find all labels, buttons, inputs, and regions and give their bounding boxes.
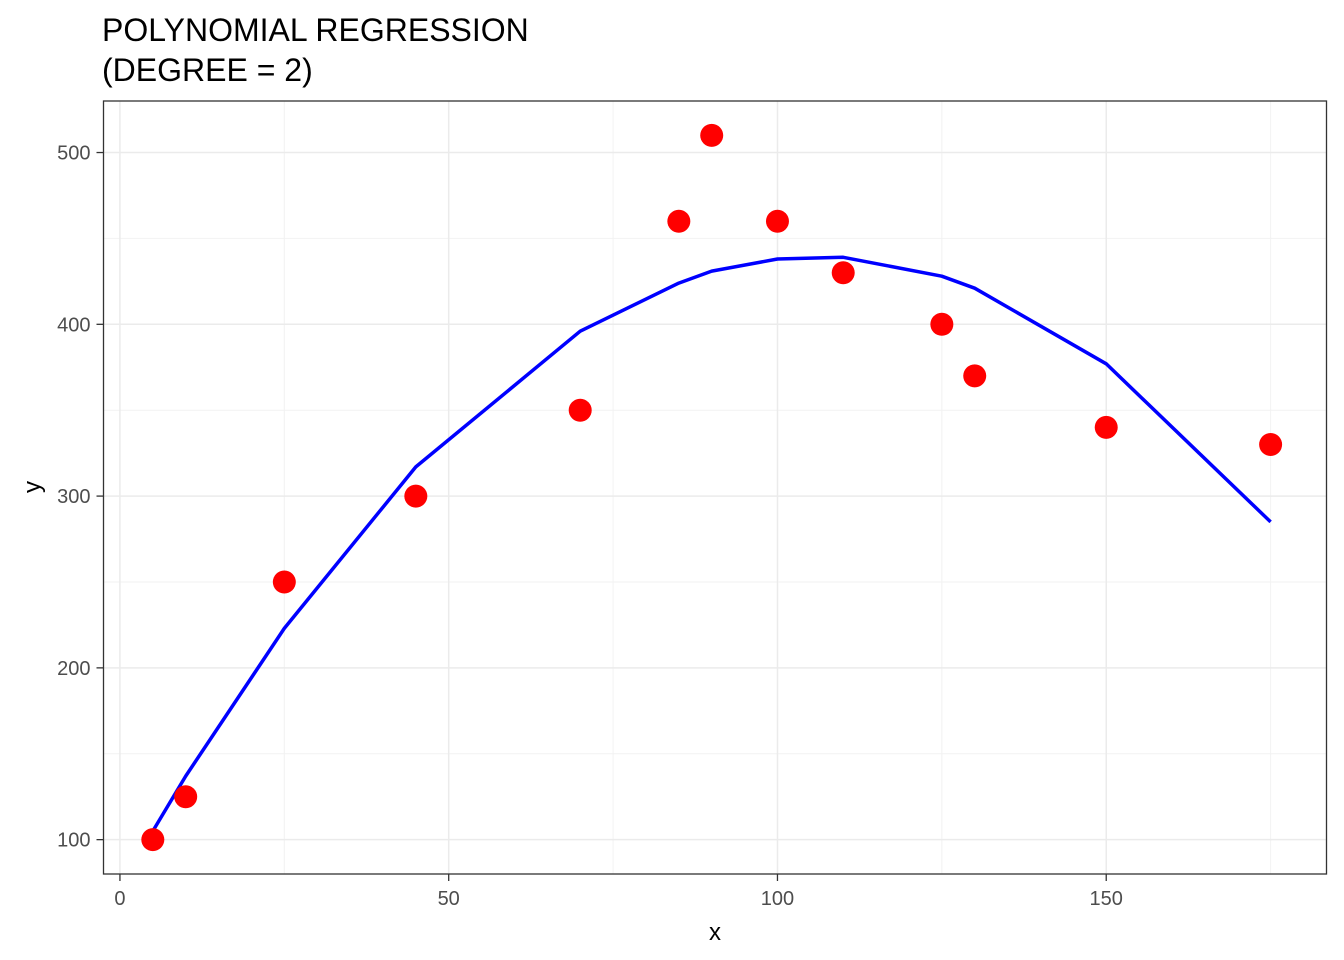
y-axis-ticks: 100 200 300 400 500 [57,143,104,852]
y-axis-title: y [19,481,46,493]
data-point-9 [930,312,954,336]
y-tick-label-3: 400 [57,314,90,336]
data-point-2 [272,570,296,594]
data-point-4 [568,398,592,422]
data-point-3 [404,484,428,508]
data-point-5 [667,209,691,233]
data-points [141,123,1283,852]
y-tick-label-1: 200 [57,658,90,680]
chart-title-line-2: (DEGREE = 2) [102,52,313,88]
data-point-1 [174,785,198,809]
y-tick-label-0: 100 [57,830,90,852]
y-tick-label-2: 300 [57,486,90,508]
data-point-0 [141,828,165,852]
x-axis-title: x [709,919,721,946]
chart-title-line-1: POLYNOMIAL REGRESSION [102,12,529,48]
plot-background [103,101,1327,874]
data-point-6 [700,123,724,147]
x-tick-label-3: 150 [1090,888,1123,910]
data-point-12 [1259,433,1283,457]
data-point-8 [831,261,855,285]
data-point-11 [1094,415,1118,439]
x-axis-ticks: 0 50 100 150 [114,874,1123,910]
y-tick-label-4: 500 [57,143,90,165]
grid-minor [103,101,1327,874]
data-point-7 [765,209,789,233]
data-point-10 [963,364,987,388]
plot-border [102,100,1328,875]
x-tick-label-1: 50 [438,888,460,910]
x-tick-label-2: 100 [761,888,794,910]
regression-line [151,255,1272,832]
x-tick-label-0: 0 [114,888,125,910]
